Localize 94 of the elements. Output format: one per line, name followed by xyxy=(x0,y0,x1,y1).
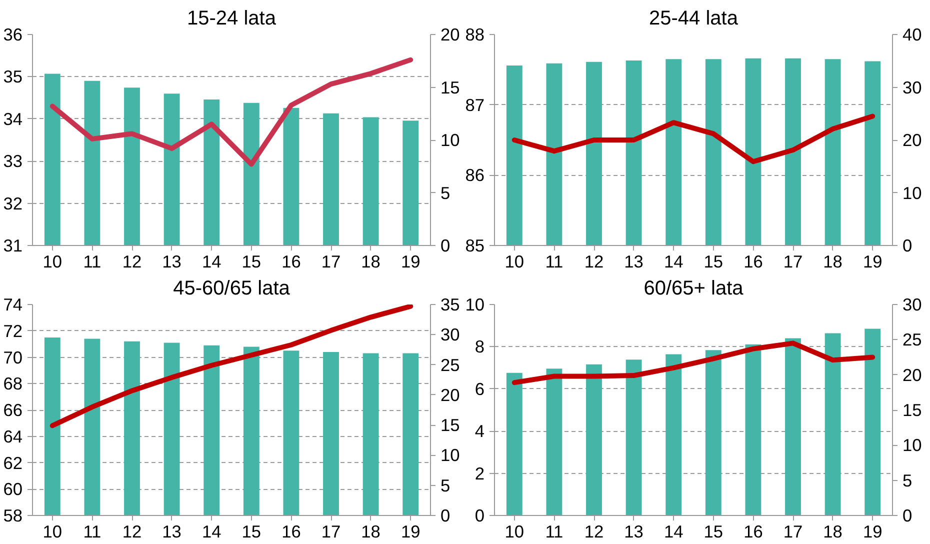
y-tick-label: 10 xyxy=(465,294,485,314)
x-tick-label: 11 xyxy=(83,522,102,542)
x-tick-label: 16 xyxy=(282,522,301,542)
y-tick-label: 33 xyxy=(3,151,23,172)
y-tick-label: 72 xyxy=(3,320,23,341)
x-tick-label: 12 xyxy=(122,522,142,542)
x-tick-label: 15 xyxy=(704,522,724,542)
x-tick-label: 10 xyxy=(504,522,524,542)
y2-tick-label: 5 xyxy=(902,470,912,490)
chart-title: 25-44 lata xyxy=(649,8,739,30)
x-tick-label: 10 xyxy=(42,252,62,272)
x-tick-label: 17 xyxy=(783,522,803,542)
x-tick-label: 19 xyxy=(400,522,420,542)
y2-tick-label: 30 xyxy=(902,294,922,314)
y-tick-label: 32 xyxy=(3,193,23,214)
y2-tick-label: 30 xyxy=(440,324,460,345)
x-tick-label: 12 xyxy=(122,252,142,272)
y-tick-label: 35 xyxy=(3,66,23,87)
y-tick-label: 68 xyxy=(3,374,23,394)
x-tick-label: 19 xyxy=(400,252,420,272)
x-tick-label: 18 xyxy=(823,522,842,542)
y2-tick-label: 40 xyxy=(902,24,922,44)
y-tick-label: 88 xyxy=(465,24,485,44)
y2-tick-label: 25 xyxy=(440,354,460,375)
y-tick-label: 60 xyxy=(3,479,23,500)
y-tick-label: 0 xyxy=(474,506,485,526)
x-tick-label: 12 xyxy=(584,252,604,272)
x-tick-label: 18 xyxy=(361,252,380,272)
y2-tick-label: 35 xyxy=(440,294,460,314)
x-tick-label: 17 xyxy=(783,252,803,272)
x-tick-label: 16 xyxy=(744,522,763,542)
y2-tick-label: 15 xyxy=(440,415,460,436)
y2-tick-label: 10 xyxy=(440,445,460,466)
x-tick-label: 16 xyxy=(282,252,301,272)
x-tick-label: 10 xyxy=(42,522,62,542)
y-tick-label: 2 xyxy=(474,463,485,484)
y2-tick-label: 0 xyxy=(902,506,912,526)
y2-tick-label: 0 xyxy=(440,506,450,526)
x-tick-label: 10 xyxy=(504,252,524,272)
y2-tick-label: 5 xyxy=(440,475,450,496)
y-tick-label: 4 xyxy=(474,421,485,442)
y2-tick-label: 10 xyxy=(902,435,922,456)
y-tick-label: 34 xyxy=(3,108,23,129)
y2-tick-label: 30 xyxy=(902,77,922,98)
y2-tick-label: 0 xyxy=(440,236,450,256)
y-tick-label: 64 xyxy=(3,426,23,446)
x-tick-label: 13 xyxy=(624,522,644,542)
y-tick-label: 62 xyxy=(3,452,23,473)
x-tick-label: 15 xyxy=(704,252,724,272)
x-tick-label: 19 xyxy=(862,252,882,272)
x-tick-label: 18 xyxy=(361,522,380,542)
x-tick-label: 14 xyxy=(202,252,222,272)
y-tick-label: 70 xyxy=(3,347,23,368)
x-tick-label: 11 xyxy=(545,522,564,542)
x-tick-label: 16 xyxy=(744,252,763,272)
x-tick-label: 15 xyxy=(242,522,262,542)
y2-tick-label: 10 xyxy=(902,182,922,203)
y-tick-label: 58 xyxy=(3,506,23,526)
y-tick-label: 74 xyxy=(3,294,23,314)
x-tick-label: 17 xyxy=(321,522,341,542)
x-tick-label: 11 xyxy=(545,252,564,272)
y-tick-label: 8 xyxy=(474,336,485,357)
y2-tick-label: 5 xyxy=(440,182,450,203)
y-tick-label: 85 xyxy=(465,236,485,256)
y2-tick-label: 10 xyxy=(440,130,460,150)
x-tick-label: 11 xyxy=(83,252,102,272)
x-tick-label: 19 xyxy=(862,522,882,542)
x-tick-label: 14 xyxy=(202,522,222,542)
x-tick-label: 17 xyxy=(321,252,341,272)
y-tick-label: 31 xyxy=(3,236,23,256)
y-tick-label: 86 xyxy=(465,165,485,186)
y2-tick-label: 20 xyxy=(902,364,922,385)
x-tick-label: 18 xyxy=(823,252,842,272)
chart-title: 60/65+ lata xyxy=(644,278,744,300)
x-tick-label: 13 xyxy=(162,522,182,542)
y2-tick-label: 20 xyxy=(902,130,922,150)
y2-tick-label: 0 xyxy=(902,236,912,256)
y2-tick-label: 15 xyxy=(902,400,922,420)
x-tick-label: 13 xyxy=(162,252,182,272)
x-tick-label: 12 xyxy=(584,522,604,542)
x-tick-label: 14 xyxy=(664,252,684,272)
y-tick-label: 87 xyxy=(465,94,485,115)
y2-tick-label: 15 xyxy=(440,77,460,98)
y2-tick-label: 20 xyxy=(440,384,460,405)
x-tick-label: 14 xyxy=(664,522,684,542)
chart-title: 15-24 lata xyxy=(187,8,277,30)
y-tick-label: 6 xyxy=(474,378,485,399)
y-tick-label: 36 xyxy=(3,24,23,44)
x-tick-label: 15 xyxy=(242,252,262,272)
x-tick-label: 13 xyxy=(624,252,644,272)
y2-tick-label: 25 xyxy=(902,330,922,350)
y2-tick-label: 20 xyxy=(440,24,460,44)
chart-title: 45-60/65 lata xyxy=(173,278,291,300)
y-tick-label: 66 xyxy=(3,400,23,420)
